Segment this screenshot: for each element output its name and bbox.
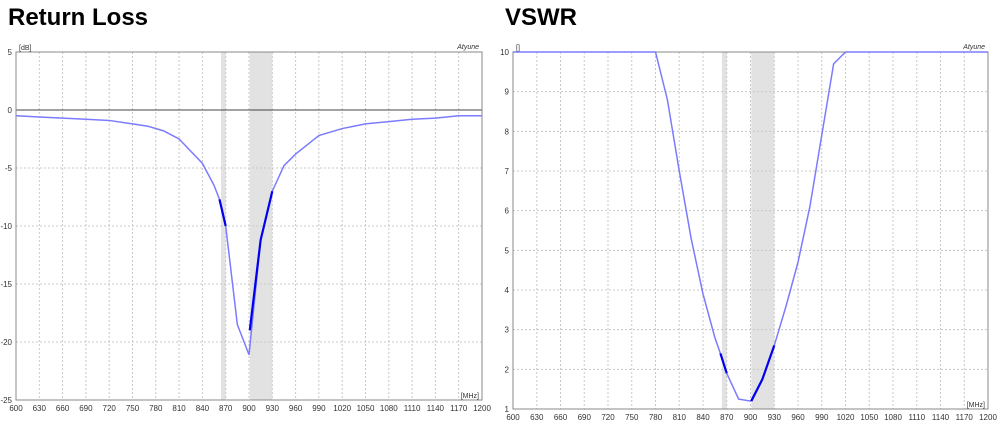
rl-band-segment xyxy=(248,190,274,331)
rl-x-tick: 630 xyxy=(33,404,47,413)
vswr-x-tick: 750 xyxy=(625,413,639,422)
vswr-x-tick: 810 xyxy=(673,413,687,422)
rl-series-line xyxy=(15,115,482,356)
rl-x-tick: 960 xyxy=(289,404,303,413)
rl-x-tick: 1050 xyxy=(357,404,375,413)
rl-x-tick: 750 xyxy=(126,404,140,413)
rl-brand: Atyune xyxy=(456,44,479,51)
vswr-x-tick: 1050 xyxy=(860,413,878,422)
rl-y-tick: -25 xyxy=(0,396,12,405)
rl-x-tick: 840 xyxy=(196,404,210,413)
vswr-y-tick: 7 xyxy=(505,167,510,176)
rl-y-tick: 0 xyxy=(8,106,13,115)
vswr-series-line xyxy=(513,51,988,402)
rl-x-tick: 990 xyxy=(312,404,326,413)
vswr-x-tick: 690 xyxy=(578,413,592,422)
rl-x-tick: 870 xyxy=(219,404,233,413)
vswr-y-tick: 3 xyxy=(505,326,510,335)
rl-plot-frame xyxy=(15,51,483,401)
vswr-y-tick: 9 xyxy=(505,88,510,97)
vswr-y-tick: 4 xyxy=(505,286,510,295)
rl-x-tick: 1020 xyxy=(333,404,351,413)
rl-y-tick: -15 xyxy=(0,280,12,289)
rl-x-tick: 930 xyxy=(266,404,280,413)
rl-x-tick: 780 xyxy=(149,404,163,413)
vswr-y-tick: 6 xyxy=(505,207,510,216)
vswr-y-tick: 2 xyxy=(505,365,510,374)
vswr-x-tick: 840 xyxy=(696,413,710,422)
vswr-title: VSWR xyxy=(505,4,577,31)
rl-x-tick: 1080 xyxy=(380,404,398,413)
rl-y-tick: -20 xyxy=(0,338,12,347)
rl-x-label: [MHz] xyxy=(461,393,479,400)
vswr-x-tick: 870 xyxy=(720,413,734,422)
rl-x-tick: 900 xyxy=(242,404,256,413)
vswr-x-tick: 720 xyxy=(601,413,615,422)
rl-y-tick: -10 xyxy=(0,222,12,231)
vswr-x-tick: 1080 xyxy=(884,413,902,422)
vswr-x-tick: 930 xyxy=(768,413,782,422)
vswr-x-tick: 630 xyxy=(530,413,544,422)
rl-y-tick: 5 xyxy=(8,48,13,57)
return-loss-title: Return Loss xyxy=(8,4,149,31)
rl-x-tick: 660 xyxy=(56,404,70,413)
vswr-x-tick: 1200 xyxy=(979,413,997,422)
rl-x-tick: 720 xyxy=(103,404,117,413)
vswr-x-tick: 1140 xyxy=(932,413,950,422)
rl-y-tick: -5 xyxy=(5,164,13,173)
vswr-x-label: [MHz] xyxy=(967,402,985,409)
vswr-plot-frame xyxy=(512,51,989,410)
vswr-x-tick: 960 xyxy=(791,413,805,422)
rl-x-tick: 1110 xyxy=(404,404,421,413)
vswr-x-tick: 1110 xyxy=(908,413,925,422)
rl-band xyxy=(221,52,226,400)
rl-y-label: [dB] xyxy=(19,45,32,52)
vswr-band xyxy=(722,52,727,409)
rl-x-tick: 1170 xyxy=(450,404,468,413)
vswr-band-segment xyxy=(719,353,728,374)
vswr-x-tick: 600 xyxy=(506,413,520,422)
vswr-x-tick: 990 xyxy=(815,413,829,422)
vswr-x-tick: 1170 xyxy=(956,413,974,422)
vswr-y-tick: 5 xyxy=(505,246,510,255)
rl-x-tick: 690 xyxy=(79,404,93,413)
rl-x-tick: 1200 xyxy=(473,404,491,413)
rl-x-tick: 600 xyxy=(9,404,23,413)
vswr-x-tick: 1020 xyxy=(837,413,855,422)
rl-band-segment xyxy=(218,199,227,227)
vswr-band-segment xyxy=(750,345,776,402)
vswr-brand: Atyune xyxy=(962,44,985,51)
vswr-x-tick: 780 xyxy=(649,413,663,422)
rl-x-tick: 1140 xyxy=(427,404,445,413)
vswr-y-tick: 10 xyxy=(500,48,509,57)
vswr-y-label: [] xyxy=(516,45,520,52)
vswr-y-tick: 8 xyxy=(505,127,510,136)
vswr-band xyxy=(751,52,775,409)
vswr-x-tick: 660 xyxy=(554,413,568,422)
rl-x-tick: 810 xyxy=(172,404,186,413)
vswr-x-tick: 900 xyxy=(744,413,758,422)
vswr-y-tick: 1 xyxy=(505,405,510,414)
